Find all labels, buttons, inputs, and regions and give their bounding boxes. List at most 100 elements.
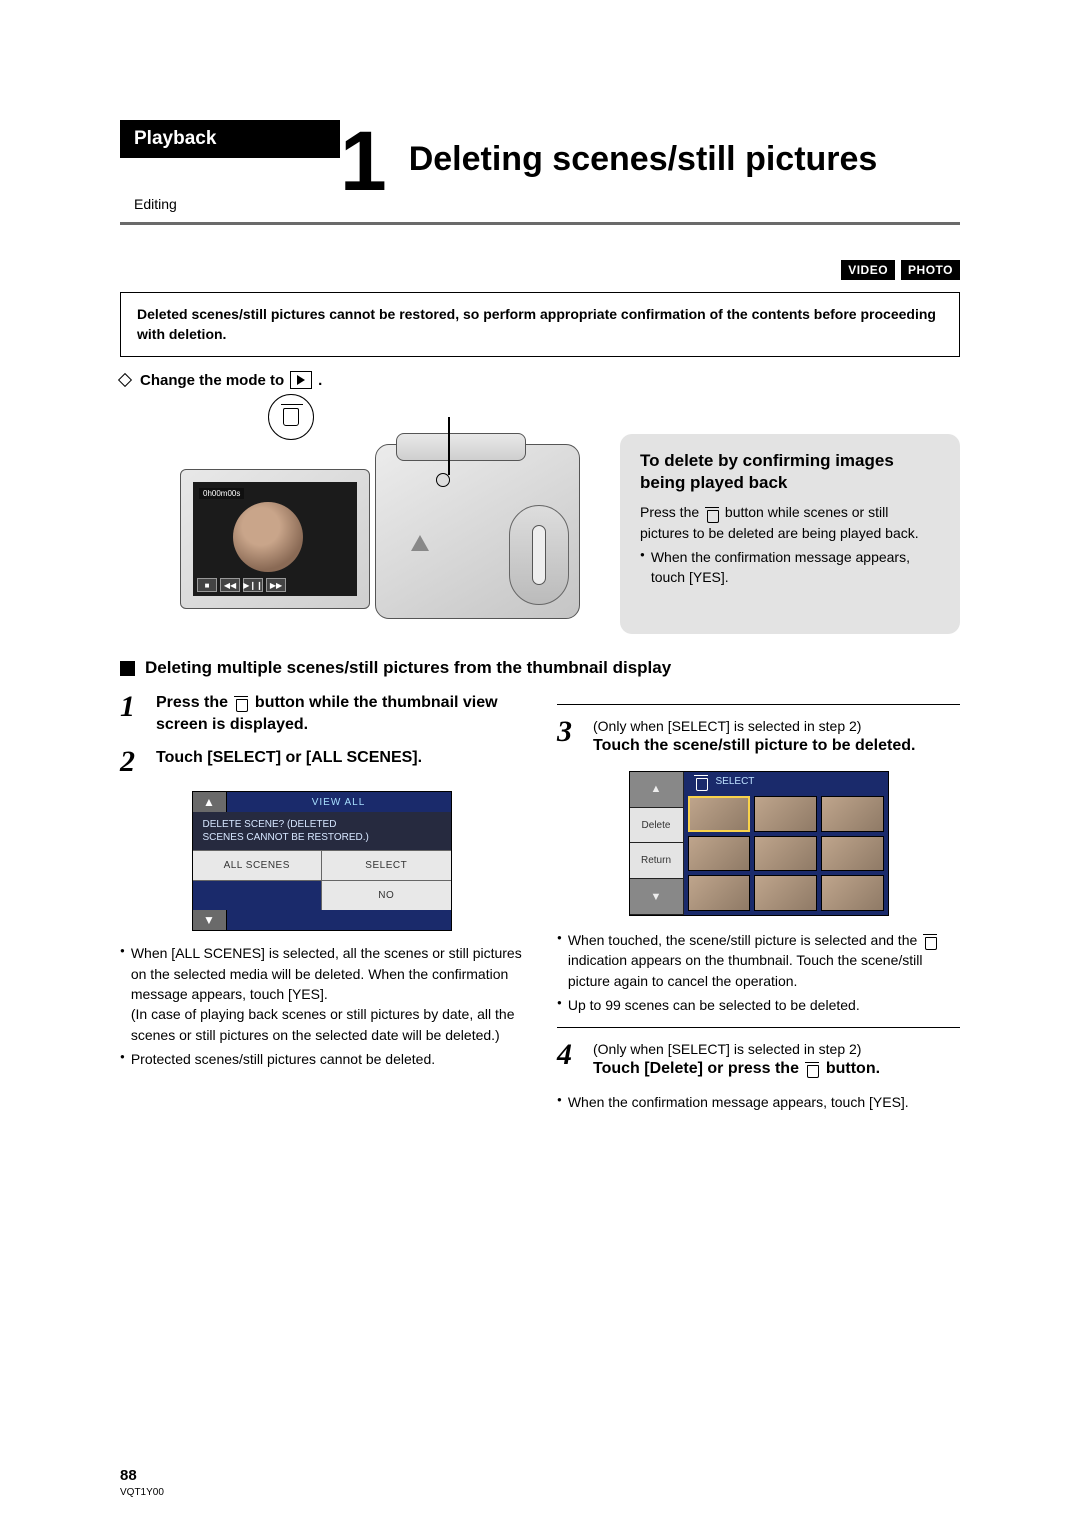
step-3: 3 (Only when [SELECT] is selected in ste…	[557, 717, 960, 757]
video-badge: VIDEO	[841, 260, 895, 280]
page-number: 88	[120, 1467, 137, 1484]
trash-button-point	[436, 473, 450, 487]
thumbnail	[754, 836, 817, 872]
thumbnail-grid	[684, 792, 888, 915]
msg-line2: SCENES CANNOT BE RESTORED.)	[203, 831, 441, 844]
trash-icon	[234, 696, 248, 710]
step-3-bullet-1: When touched, the scene/still picture is…	[557, 930, 960, 991]
step-3-sep	[557, 704, 960, 705]
return-side-button: Return	[630, 843, 684, 879]
mode-lever	[532, 525, 546, 585]
s4-pre: Touch [Delete] or press the	[593, 1060, 803, 1077]
msg-line1: DELETE SCENE? (DELETED	[203, 818, 441, 831]
chapter-number: 1	[340, 128, 387, 195]
step-4-note: (Only when [SELECT] is selected in step …	[593, 1040, 960, 1058]
right-column: 3 (Only when [SELECT] is selected in ste…	[557, 692, 960, 1112]
camera-lcd: 0h00m00s ■ ◀◀ ▶❙❙ ▶▶	[180, 469, 370, 609]
step-2-title: Touch [SELECT] or [ALL SCENES].	[156, 747, 523, 769]
warning-triangle-icon	[411, 535, 429, 551]
confirm-bullet-text: When the confirmation message appears, t…	[651, 547, 940, 588]
step-3-num: 3	[557, 717, 581, 757]
period: .	[318, 372, 322, 389]
step-2-bullet-2: Protected scenes/still pictures cannot b…	[120, 1049, 523, 1069]
step-3-bullet-2: Up to 99 scenes can be selected to be de…	[557, 995, 960, 1015]
s3b1: When touched, the scene/still picture is…	[568, 930, 960, 991]
lcd-thumbnail	[233, 502, 303, 572]
steps-columns: 1 Press the button while the thumbnail v…	[120, 692, 960, 1112]
mode-badges: VIDEO PHOTO	[120, 260, 960, 280]
camera-grip	[375, 444, 580, 619]
callout-line	[448, 417, 450, 475]
section-heading: Deleting multiple scenes/still pictures …	[120, 658, 960, 678]
step-4-num: 4	[557, 1040, 581, 1080]
step-2-num: 2	[120, 747, 144, 777]
editing-label: Editing	[134, 196, 177, 212]
thumbnail	[821, 875, 884, 911]
s3b2: Up to 99 scenes can be selected to be de…	[568, 995, 860, 1015]
ui-dialog-figure: ▲ VIEW ALL DELETE SCENE? (DELETED SCENES…	[192, 791, 452, 931]
change-mode-label: Change the mode to	[140, 372, 284, 389]
figure-row: 0h00m00s ■ ◀◀ ▶❙❙ ▶▶	[120, 399, 960, 634]
step-4-title: Touch [Delete] or press the button.	[593, 1058, 960, 1080]
play-pause-icon: ▶❙❙	[243, 578, 263, 592]
delete-side-button: Delete	[630, 808, 684, 844]
trash-icon	[805, 1062, 819, 1076]
step-4-bullet-1: When the confirmation message appears, t…	[557, 1092, 960, 1112]
lcd-controls: ■ ◀◀ ▶❙❙ ▶▶	[197, 578, 286, 592]
confirm-pre: Press the	[640, 504, 703, 520]
s4-post: button.	[821, 1060, 880, 1077]
doc-code: VQT1Y00	[120, 1487, 164, 1498]
confirm-text: Press the button while scenes or still p…	[640, 502, 940, 543]
section-heading-text: Deleting multiple scenes/still pictures …	[145, 658, 671, 678]
page-header: Playback Editing 1 Deleting scenes/still…	[120, 120, 960, 212]
trash-icon	[705, 507, 719, 521]
thumbnail-select-figure: ▲ Delete Return ▼ SELECT	[629, 771, 889, 916]
left-column: 1 Press the button while the thumbnail v…	[120, 692, 523, 1112]
warning-box: Deleted scenes/still pictures cannot be …	[120, 292, 960, 357]
up-arrow-button: ▲	[193, 792, 227, 812]
step-3-note: (Only when [SELECT] is selected in step …	[593, 717, 960, 735]
diamond-icon	[118, 373, 132, 387]
thumbnail	[688, 796, 751, 832]
thumbnail	[821, 836, 884, 872]
step-4: 4 (Only when [SELECT] is selected in ste…	[557, 1040, 960, 1080]
playback-badge: Playback	[120, 120, 340, 158]
thumbnail	[688, 875, 751, 911]
up-arrow-button: ▲	[630, 772, 684, 808]
change-mode-row: Change the mode to .	[120, 371, 960, 389]
s2b2: Protected scenes/still pictures cannot b…	[131, 1049, 435, 1069]
down-arrow-button: ▼	[630, 879, 684, 915]
confirm-bullet: When the confirmation message appears, t…	[640, 547, 940, 588]
play-mode-icon	[290, 371, 312, 389]
thumbnail	[754, 875, 817, 911]
s1-pre: Press the	[156, 694, 232, 711]
square-bullet-icon	[120, 661, 135, 676]
rewind-icon: ◀◀	[220, 578, 240, 592]
title-rule	[120, 222, 960, 225]
s4b1: When the confirmation message appears, t…	[568, 1092, 909, 1112]
all-scenes-button: ALL SCENES	[193, 851, 323, 880]
down-arrow-button: ▼	[193, 910, 227, 930]
trash-icon	[694, 775, 708, 789]
step-4-sep	[557, 1027, 960, 1028]
thumbnail	[688, 836, 751, 872]
stop-icon: ■	[197, 578, 217, 592]
camera-top	[396, 433, 526, 461]
step-1: 1 Press the button while the thumbnail v…	[120, 692, 523, 735]
confirm-heading: To delete by confirming images being pla…	[640, 450, 940, 494]
step-2: 2 Touch [SELECT] or [ALL SCENES].	[120, 747, 523, 777]
view-all-label: VIEW ALL	[227, 792, 451, 812]
blank-cell	[193, 881, 323, 910]
delete-confirm-box: To delete by confirming images being pla…	[620, 434, 960, 634]
step-1-num: 1	[120, 692, 144, 735]
photo-badge: PHOTO	[901, 260, 960, 280]
mode-dial	[509, 505, 569, 605]
dialog-message: DELETE SCENE? (DELETED SCENES CANNOT BE …	[193, 812, 451, 850]
trash-icon	[283, 408, 299, 426]
page-title: Deleting scenes/still pictures	[409, 140, 878, 179]
trash-button-callout	[268, 394, 314, 440]
step-3-title: Touch the scene/still picture to be dele…	[593, 735, 960, 757]
select-button: SELECT	[322, 851, 451, 880]
lcd-time: 0h00m00s	[199, 488, 244, 499]
step-1-title: Press the button while the thumbnail vie…	[156, 692, 523, 735]
